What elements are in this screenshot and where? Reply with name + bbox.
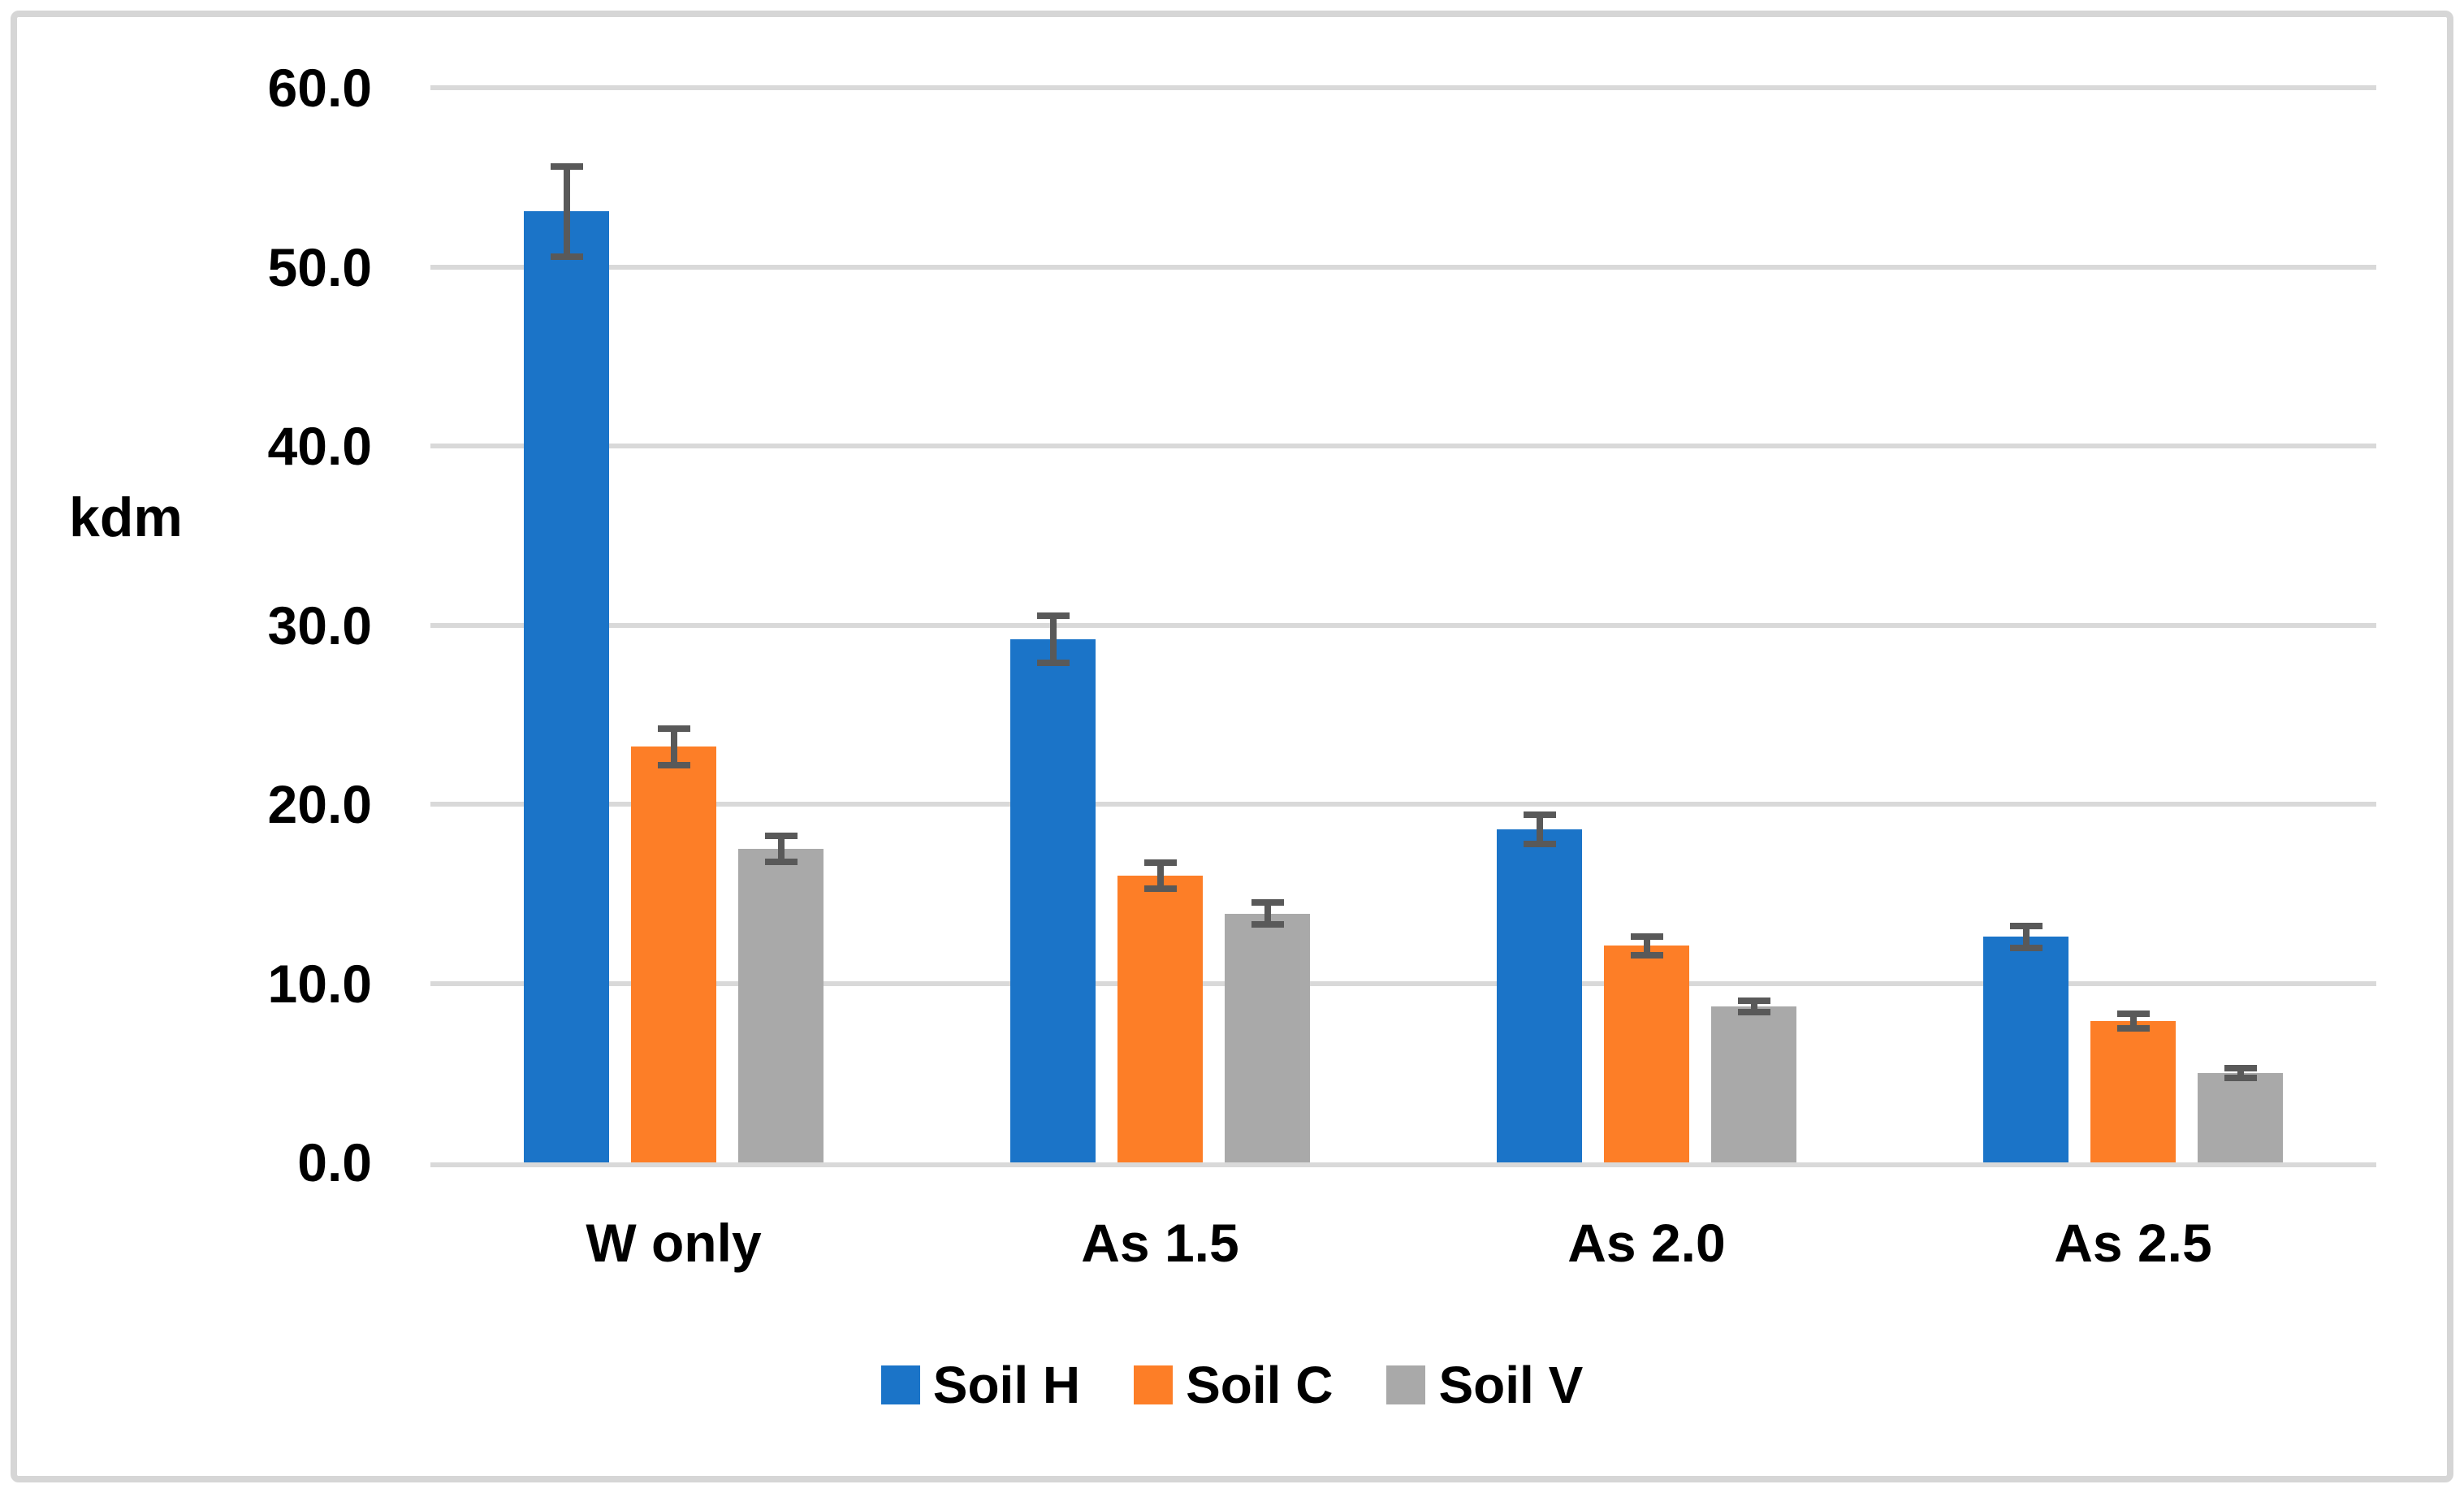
y-tick-label-50.0: 50.0 — [267, 236, 372, 297]
error-bar-vline — [1643, 933, 1650, 959]
gridline-y-60 — [430, 85, 2376, 90]
error-bar-vline — [1750, 997, 1757, 1016]
bar-soil-v-w-only — [738, 833, 823, 1162]
y-tick-label-60.0: 60.0 — [267, 58, 372, 118]
y-tick-label-0.0: 0.0 — [297, 1132, 372, 1192]
bar-group-w-only — [430, 88, 917, 1162]
error-bar-cap-top — [2224, 1064, 2257, 1071]
error-bar-soil-h-as-1-5 — [1036, 612, 1070, 667]
error-bar-cap-top — [1737, 997, 1770, 1005]
legend: Soil H Soil C Soil V — [0, 1355, 2464, 1415]
legend-swatch-soil-c — [1134, 1365, 1174, 1404]
error-bar-cap-top — [1143, 859, 1177, 867]
error-bar-cap-top — [550, 162, 583, 170]
gridline-y-40 — [430, 444, 2376, 448]
bar-soil-v-as-1-5 — [1225, 898, 1310, 1162]
x-axis-labels: W only As 1.5 As 2.0 As 2.5 — [430, 1212, 2376, 1274]
error-bar-cap-bottom — [550, 253, 583, 260]
error-bar-vline — [1049, 612, 1057, 667]
bar-soil-c-as-2-0 — [1604, 933, 1689, 1162]
legend-label-soil-c: Soil C — [1186, 1356, 1334, 1414]
x-axis-label-w-only: W only — [586, 1213, 762, 1273]
bar-group-as-1-5 — [917, 88, 1403, 1162]
y-axis-title: kdm — [69, 487, 183, 548]
error-bar-vline — [2129, 1010, 2137, 1032]
error-bar-cap-top — [764, 833, 798, 840]
error-bar-cap-top — [1036, 612, 1070, 620]
legend-label-soil-h: Soil H — [932, 1356, 1081, 1414]
gridline-y-30 — [430, 622, 2376, 628]
y-tick-label-20.0: 20.0 — [267, 774, 372, 834]
error-bar-cap-top — [2116, 1010, 2150, 1017]
bar-group-as-2-5 — [1890, 88, 2376, 1162]
error-bar-cap-top — [2009, 922, 2043, 929]
error-bar-vline — [2237, 1064, 2244, 1081]
error-bar-soil-c-w-only — [657, 725, 690, 768]
bar-soil-h-w-only — [524, 162, 609, 1162]
bar-group-as-2-0 — [1403, 88, 1890, 1162]
error-bar-cap-bottom — [2116, 1025, 2150, 1032]
error-bar-cap-bottom — [1251, 921, 1284, 928]
error-bar-cap-top — [657, 725, 690, 732]
x-axis-label-as-2-5: As 2.5 — [2054, 1213, 2212, 1273]
error-bar-cap-bottom — [2009, 944, 2043, 951]
error-bar-soil-h-as-2-5 — [2009, 922, 2043, 951]
error-bar-vline — [777, 833, 785, 865]
error-bar-soil-v-as-2-0 — [1737, 997, 1770, 1016]
gridline-y-0 — [430, 1162, 2376, 1167]
bar-soil-h-as-1-5 — [1010, 612, 1096, 1162]
legend-swatch-soil-v — [1386, 1365, 1426, 1404]
error-bar-cap-bottom — [764, 858, 798, 865]
error-bar-soil-v-as-2-5 — [2224, 1064, 2257, 1081]
bar-soil-c-as-1-5 — [1117, 859, 1203, 1162]
error-bar-cap-top — [1630, 933, 1663, 940]
plot-area — [430, 85, 2376, 1167]
error-bar-soil-v-as-1-5 — [1251, 898, 1284, 928]
error-bar-cap-bottom — [1630, 951, 1663, 959]
legend-swatch-soil-h — [880, 1365, 920, 1404]
error-bar-soil-h-as-2-0 — [1523, 811, 1556, 847]
error-bar-cap-top — [1251, 898, 1284, 906]
x-axis-label-as-1-5: As 1.5 — [1081, 1213, 1239, 1273]
error-bar-cap-bottom — [657, 761, 690, 768]
legend-label-soil-v: Soil V — [1438, 1356, 1584, 1414]
bar-soil-v-as-2-0 — [1711, 997, 1796, 1162]
error-bar-vline — [2022, 922, 2030, 951]
y-tick-label-10.0: 10.0 — [267, 953, 372, 1014]
error-bar-soil-c-as-1-5 — [1143, 859, 1177, 893]
bar-soil-h-as-2-5 — [1983, 922, 2068, 1162]
error-bar-vline — [1156, 859, 1164, 893]
bar-soil-v-as-2-5 — [2198, 1064, 2283, 1162]
error-bar-cap-bottom — [1523, 840, 1556, 847]
gridline-y-10 — [430, 980, 2376, 986]
chart-frame-border — [11, 11, 2453, 1482]
y-tick-label-40.0: 40.0 — [267, 416, 372, 476]
legend-item-soil-c: Soil C — [1134, 1355, 1333, 1415]
bar-soil-c-w-only — [631, 725, 716, 1162]
bar-soil-h-as-2-0 — [1497, 811, 1582, 1162]
error-bar-soil-h-w-only — [550, 162, 583, 260]
bar-groups-layer — [430, 88, 2376, 1162]
error-bar-vline — [1536, 811, 1543, 847]
error-bar-vline — [563, 162, 570, 260]
gridline-y-20 — [430, 802, 2376, 807]
error-bar-soil-v-w-only — [764, 833, 798, 865]
legend-item-soil-v: Soil V — [1386, 1355, 1583, 1415]
bar-soil-c-as-2-5 — [2090, 1010, 2176, 1162]
y-tick-label-30.0: 30.0 — [267, 595, 372, 656]
error-bar-vline — [670, 725, 677, 768]
error-bar-soil-c-as-2-5 — [2116, 1010, 2150, 1032]
error-bar-cap-bottom — [1036, 660, 1070, 667]
legend-item-soil-h: Soil H — [880, 1355, 1081, 1415]
error-bar-vline — [1264, 898, 1271, 928]
error-bar-soil-c-as-2-0 — [1630, 933, 1663, 959]
x-axis-label-as-2-0: As 2.0 — [1567, 1213, 1726, 1273]
error-bar-cap-bottom — [2224, 1074, 2257, 1081]
gridline-y-50 — [430, 264, 2376, 270]
error-bar-cap-top — [1523, 811, 1556, 818]
error-bar-cap-bottom — [1143, 885, 1177, 893]
error-bar-cap-bottom — [1737, 1009, 1770, 1016]
